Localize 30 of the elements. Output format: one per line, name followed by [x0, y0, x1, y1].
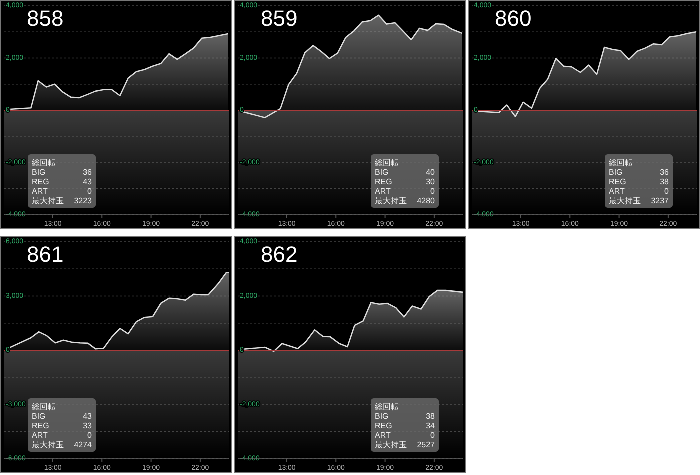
annotation: 総回転: [374, 158, 399, 168]
text: ART 0: [32, 431, 92, 440]
annotation: 総回転: [374, 402, 399, 412]
annotation: 総回転: [608, 158, 633, 168]
text: REG 30: [375, 178, 435, 186]
text: REG 33: [32, 422, 92, 430]
chart-title: 860: [495, 6, 532, 31]
text: ART 0: [375, 431, 435, 440]
text: 最大持玉 3237: [609, 196, 669, 206]
chart-title: 862: [261, 242, 298, 267]
text: ART 0: [609, 187, 669, 196]
text: BIG 36: [609, 168, 669, 177]
chart-title: 858: [27, 6, 64, 31]
chart-title: 859: [261, 6, 298, 31]
text: BIG 36: [32, 168, 92, 177]
text: REG 43: [32, 178, 92, 186]
chart-title: 861: [27, 242, 64, 267]
text: BIG 40: [375, 168, 435, 177]
text: REG 34: [375, 422, 435, 430]
text: ART 0: [375, 187, 435, 196]
text: 最大持玉 3223: [32, 196, 92, 206]
text: BIG 43: [32, 412, 92, 421]
text: REG 38: [609, 178, 669, 186]
text: 最大持玉 4274: [32, 440, 92, 450]
text: ART 0: [32, 187, 92, 196]
text: 最大持玉 4280: [375, 196, 435, 206]
annotation: 総回転: [31, 402, 56, 412]
text: 最大持玉 2527: [375, 440, 435, 450]
text: BIG 38: [375, 412, 435, 421]
annotation: 総回転: [31, 158, 56, 168]
